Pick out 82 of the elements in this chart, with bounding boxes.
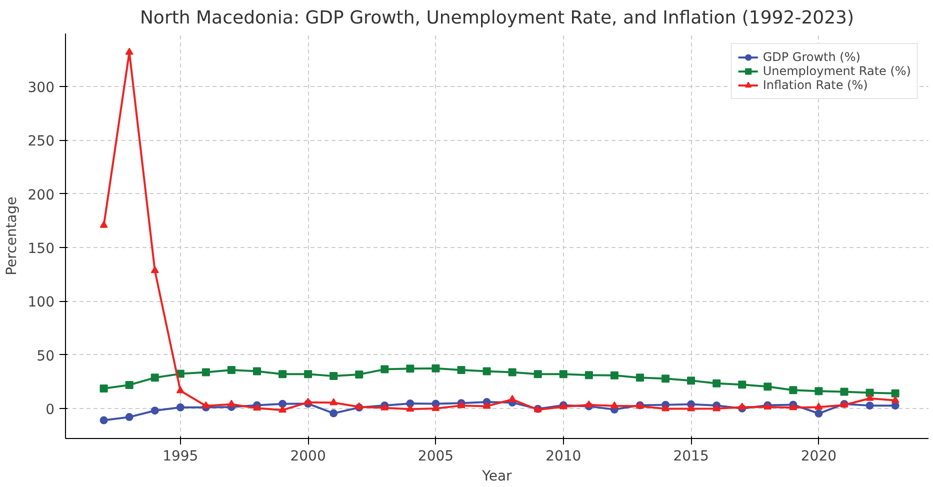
point [482,367,491,376]
point [866,394,874,401]
point [508,394,516,402]
point [866,388,874,397]
x-tick-label: 2010 [546,448,582,464]
point [866,402,874,410]
point [738,380,746,389]
point [814,410,823,418]
point [202,368,210,376]
point [789,403,798,410]
point [406,364,414,373]
point [125,380,134,389]
x-axis-title: Year [481,468,512,484]
x-tick-label: 2005 [418,448,454,464]
point [840,388,848,396]
y-tick-label: 150 [28,241,55,258]
y-tick-label: 250 [28,134,55,150]
y-axis-title: Percentage [4,196,20,276]
point [252,367,261,376]
y-tick-label: 100 [28,294,55,311]
point [432,404,440,411]
point [712,404,721,412]
point [330,409,338,418]
point [252,404,261,411]
y-tick-label: 300 [28,80,55,96]
x-tick-label: 1995 [162,448,198,464]
point [100,384,108,393]
point [202,401,210,408]
point [584,371,593,380]
point [534,370,542,378]
point [100,416,108,424]
point [176,386,184,394]
y-tick-label: 0 [46,402,55,418]
point [738,402,746,410]
point [227,366,236,374]
legend-label: Inflation Rate (%) [762,78,868,92]
point [610,371,618,380]
x-tick-label: 2015 [673,448,709,464]
point [355,370,364,378]
x-tick-label: 2020 [800,448,837,464]
point [150,406,159,415]
y-tick-label: 50 [36,348,55,364]
point [380,365,389,374]
point [482,402,491,409]
point [330,398,338,406]
point [687,404,696,412]
point [584,400,593,408]
point [125,48,134,55]
point [662,374,670,383]
legend-label: GDP Growth (%) [762,50,860,64]
point [304,370,312,378]
point [176,403,184,412]
point [636,374,644,382]
point [891,389,900,398]
point [508,368,516,376]
legend-label: Unemployment Rate (%) [762,64,911,78]
point [278,370,287,378]
point [406,404,414,412]
point [125,413,134,422]
point [687,376,696,385]
point [814,402,823,410]
point [278,406,287,413]
chart-title: North Macedonia: GDP Growth, Unemployment Rate, and Inflation (1992-2023) [140,8,854,28]
point [150,266,159,274]
point [100,220,108,228]
x-tick-label: 2000 [290,448,326,464]
point [150,374,159,382]
y-tick-label: 200 [28,187,55,204]
point [712,379,721,388]
point [764,382,772,391]
point [559,370,568,378]
point [610,401,618,408]
point [662,404,670,412]
point [278,400,287,408]
point [891,396,900,403]
point [304,398,312,405]
point [457,366,466,374]
point [814,387,823,396]
point [227,400,236,407]
point [789,386,798,394]
point [330,372,338,380]
point [432,364,440,372]
